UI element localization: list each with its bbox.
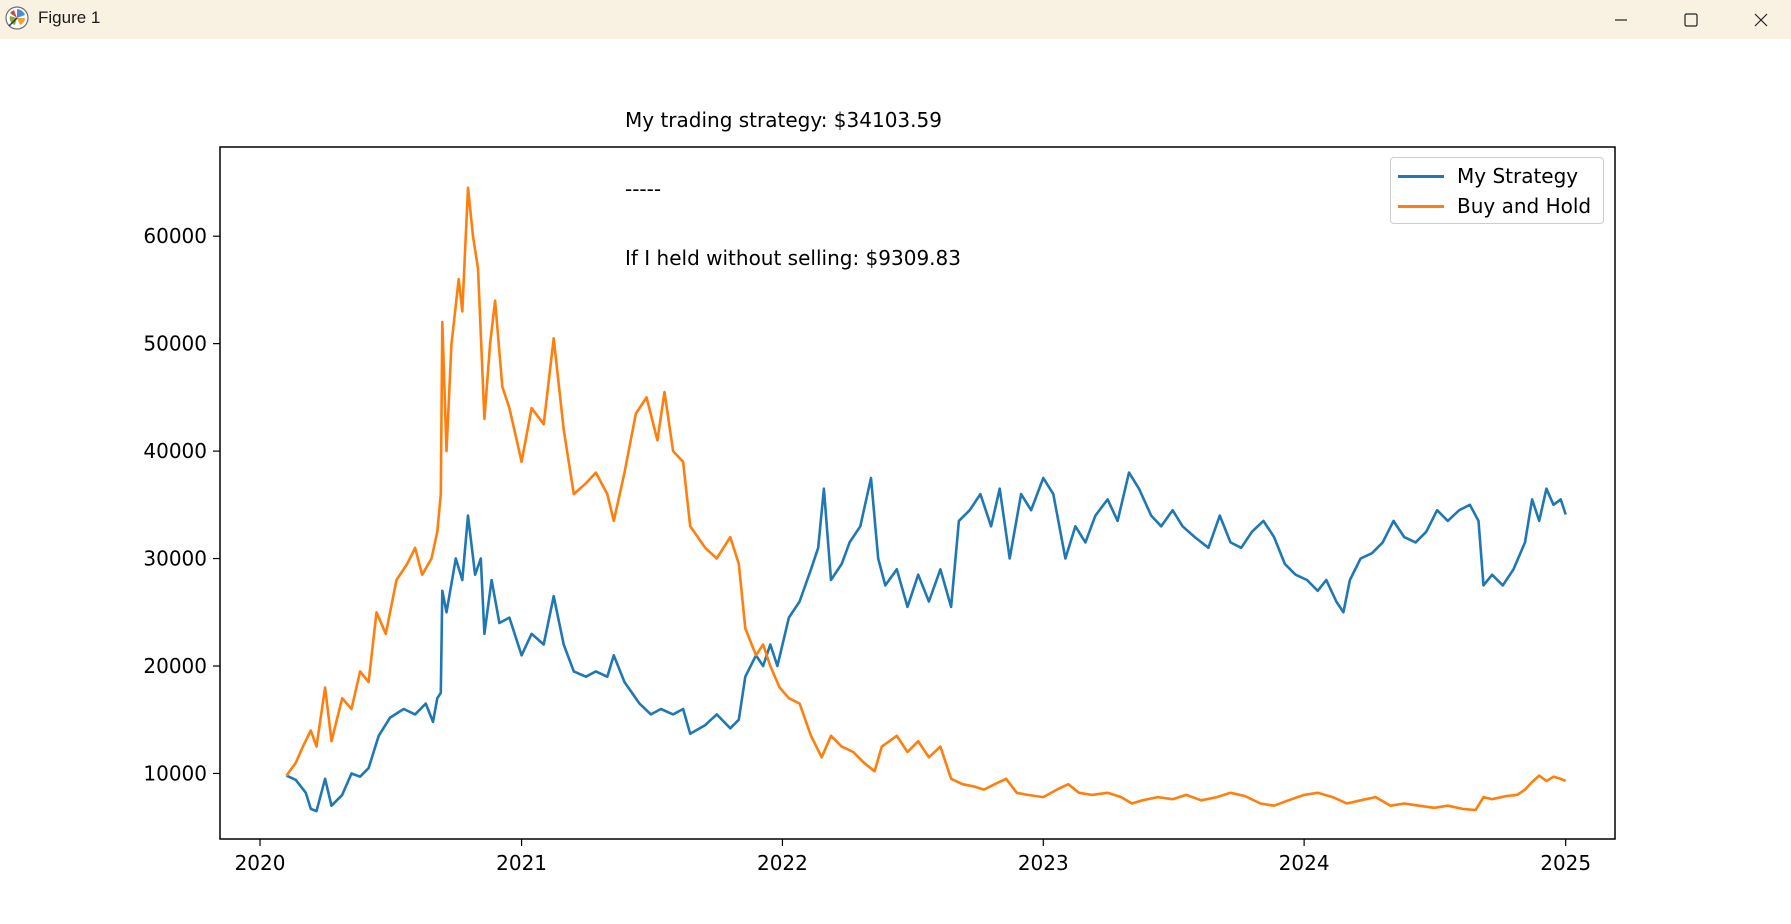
series-layer <box>285 186 1567 813</box>
window-titlebar: Figure 1 <box>0 0 1791 39</box>
maximize-icon <box>1684 12 1698 27</box>
axes-layer: 2020 2021 2022 2023 2024 2025 10000 20000 30000 4… <box>143 224 1591 875</box>
series-line-hold <box>285 186 1567 812</box>
chart-title-line-hold: If I held without selling: $9309.83 <box>625 246 961 270</box>
window-title: Figure 1 <box>38 8 101 27</box>
x-tick-label: 2025 <box>1540 851 1591 875</box>
minimize-icon <box>1615 18 1627 21</box>
y-tick-label: 10000 <box>143 761 207 785</box>
x-tick-label: 2020 <box>235 851 286 875</box>
chart-title-line-separator: ----- <box>625 177 662 201</box>
minimize-button[interactable] <box>1586 0 1656 39</box>
x-tick-label: 2023 <box>1018 851 1069 875</box>
y-tick-label: 20000 <box>143 654 207 678</box>
legend-swatch-strategy <box>1398 174 1444 178</box>
x-tick-label: 2022 <box>757 851 808 875</box>
y-tick-label: 40000 <box>143 439 207 463</box>
series-line-strategy <box>285 471 1567 813</box>
y-tick-label: 60000 <box>143 224 207 248</box>
plot-frame <box>219 146 1616 840</box>
x-tick-label: 2021 <box>496 851 547 875</box>
legend-swatch-hold <box>1398 204 1444 208</box>
close-icon <box>1754 13 1768 26</box>
matplotlib-icon <box>5 6 29 30</box>
x-tick-label: 2024 <box>1279 851 1330 875</box>
legend: My Strategy Buy and Hold <box>1390 157 1604 224</box>
chart-title-line-strategy: My trading strategy: $34103.59 <box>625 108 942 132</box>
legend-label-strategy: My Strategy <box>1457 164 1579 188</box>
maximize-button[interactable] <box>1656 0 1726 39</box>
y-tick-label: 50000 <box>143 332 207 356</box>
chart-title: My trading strategy: $34103.59 ----- If … <box>625 63 961 293</box>
y-tick-label: 30000 <box>143 547 207 571</box>
close-button[interactable] <box>1726 0 1791 39</box>
legend-label-hold: Buy and Hold <box>1457 194 1592 218</box>
